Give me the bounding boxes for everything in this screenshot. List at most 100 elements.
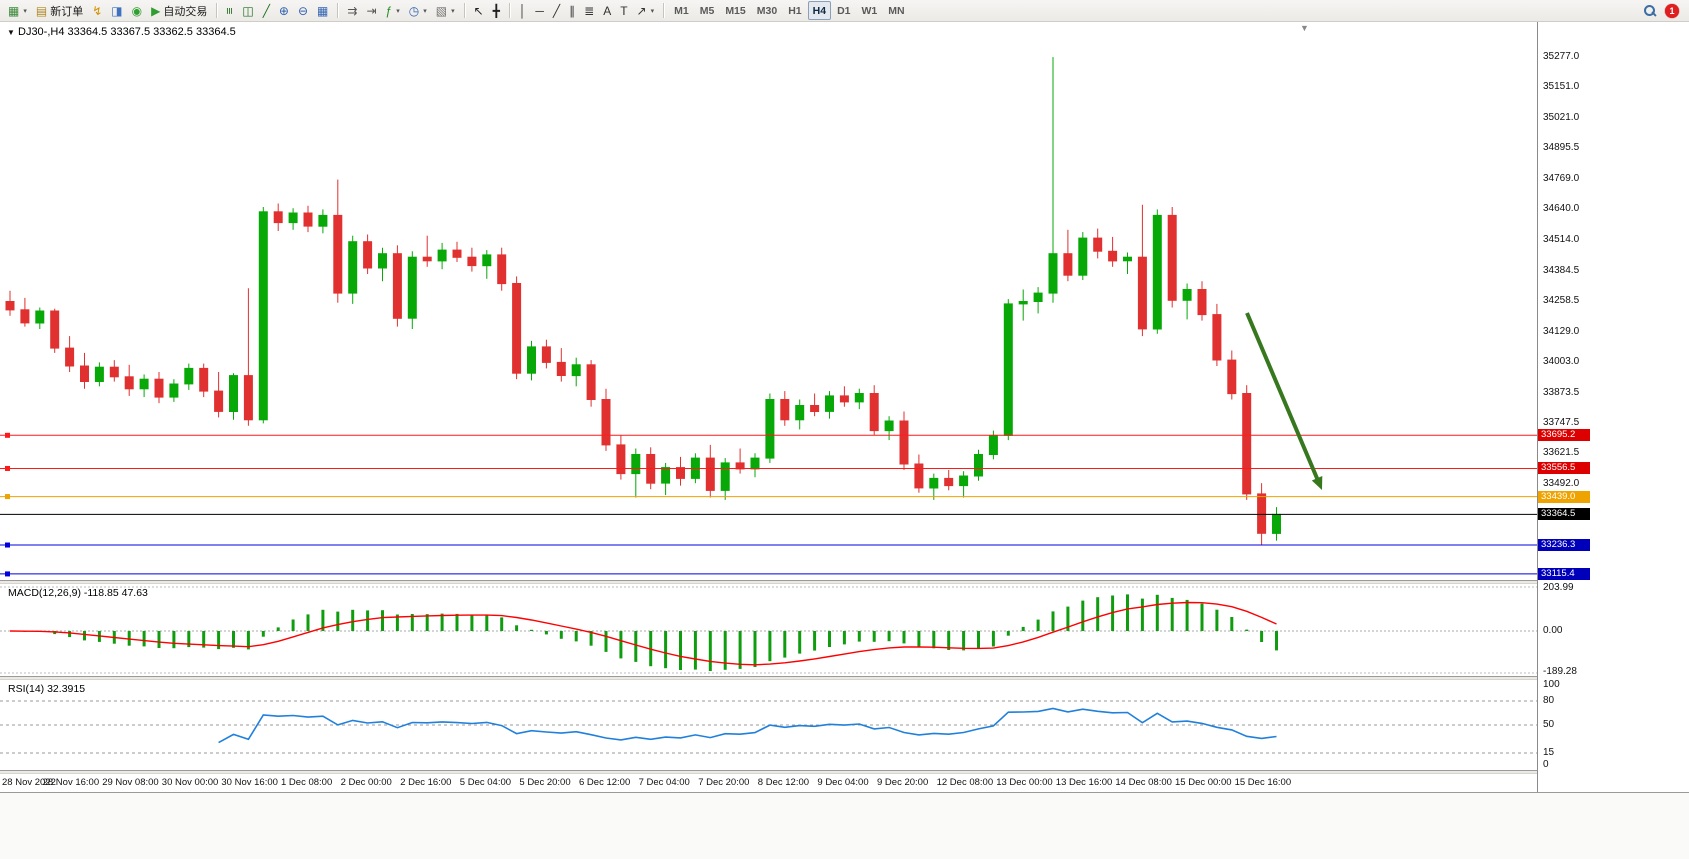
macd-indicator-label: MACD(12,26,9) -118.85 47.63 xyxy=(8,587,148,599)
chart-window[interactable]: ▼ DJ30-,H4 33364.5 33367.5 33362.5 33364… xyxy=(0,22,1689,792)
notification-badge[interactable]: 1 xyxy=(1665,3,1679,18)
price-axis-label: 35021.0 xyxy=(1543,112,1580,123)
autotrading-glyph: ▶ xyxy=(151,3,161,18)
macd-axis-label: 0.00 xyxy=(1543,625,1563,636)
price-axis-label: 34384.5 xyxy=(1543,265,1580,276)
panel-separator[interactable] xyxy=(0,580,1689,584)
candlestick-icon[interactable]: ◫ xyxy=(238,1,257,20)
support-line-blue-1-price-tag: 33236.3 xyxy=(1538,539,1590,551)
crosshair-icon[interactable]: ╋ xyxy=(489,1,504,20)
chart-shift-marker-icon[interactable]: ▼ xyxy=(1300,23,1309,33)
timeframe-m5[interactable]: M5 xyxy=(695,1,720,20)
profiles-icon[interactable]: ◨ xyxy=(107,1,126,20)
toolbar-right: 1 xyxy=(1643,3,1685,18)
rsi-axis-label: 0 xyxy=(1543,759,1549,770)
toolbar-buttons: ▦ ▾ ▤ 新订单 ↯ ◨ ◉ ▶ 自动交易 ≡ ◫ ╱ ⊕ ⊖ ▦ ⇉ ⇥ ƒ ▾ ◷ ▾ ▧ ▾ ↖ ╋ │ ─ ╱ ∥ ≣ A T ↗ ▾ xyxy=(4,1,668,20)
time-axis-label: 2 Dec 16:00 xyxy=(400,777,452,788)
support-line-blue-2-handle[interactable] xyxy=(5,571,10,577)
dropdown-caret-icon: ▾ xyxy=(23,7,27,15)
chart-shift-icon[interactable]: ⇥ xyxy=(362,1,380,20)
resistance-line-2-price-tag: 33556.5 xyxy=(1538,462,1590,474)
zoom-in-icon[interactable]: ⊕ xyxy=(275,1,293,20)
price-axis[interactable]: 33695.2 33556.5 33439.0 33364.5 33236.3 33115… xyxy=(1537,22,1689,792)
time-axis[interactable]: 28 Nov 2022 28 Nov 16:00 29 Nov 08:00 30 No… xyxy=(0,774,1537,792)
vertical-line-icon[interactable]: │ xyxy=(515,1,531,20)
resistance-line-2-handle[interactable] xyxy=(5,465,10,471)
candlestick-series xyxy=(5,57,1281,546)
time-axis-label: 9 Dec 20:00 xyxy=(877,777,929,788)
timeframe-m30[interactable]: M30 xyxy=(752,1,782,20)
autotrading-button[interactable]: ▶ 自动交易 xyxy=(147,1,211,20)
time-axis-label: 5 Dec 20:00 xyxy=(519,777,571,788)
chart-title: DJ30-,H4 33364.5 33367.5 33362.5 33364.5 xyxy=(18,26,236,38)
objects-marker-icon[interactable]: ▼ xyxy=(7,28,15,37)
periods-button[interactable]: ◷ ▾ xyxy=(405,1,431,20)
time-axis-label: 9 Dec 04:00 xyxy=(817,777,869,788)
time-axis-label: 7 Dec 04:00 xyxy=(638,777,690,788)
price-axis-label: 35277.0 xyxy=(1543,51,1580,62)
price-axis-label: 33873.5 xyxy=(1543,387,1580,398)
time-axis-label: 6 Dec 12:00 xyxy=(579,777,631,788)
dropdown-caret-icon: ▾ xyxy=(650,7,655,15)
fibonacci-icon[interactable]: ≣ xyxy=(580,1,598,20)
autotrading-button-label: 自动交易 xyxy=(163,5,208,18)
data-window-icon[interactable]: ◉ xyxy=(128,1,146,20)
chart-shift-glyph: ⇥ xyxy=(366,3,377,18)
cursor-icon[interactable]: ↖ xyxy=(470,1,488,20)
timeframe-h1[interactable]: H1 xyxy=(783,1,806,20)
panel-separator[interactable] xyxy=(0,676,1689,680)
price-axis-label: 34895.5 xyxy=(1543,142,1580,153)
time-axis-label: 8 Dec 12:00 xyxy=(757,777,810,788)
horizontal-line-icon[interactable]: ─ xyxy=(531,1,548,20)
vertical-line-glyph: │ xyxy=(518,3,527,18)
channel-icon[interactable]: ∥ xyxy=(565,1,579,20)
search-icon[interactable] xyxy=(1643,4,1657,18)
support-line-blue-1-handle[interactable] xyxy=(5,542,10,548)
templates-glyph: ▧ xyxy=(435,3,448,18)
support-line-orange-handle[interactable] xyxy=(5,494,10,500)
time-axis-label: 29 Nov 08:00 xyxy=(102,777,159,788)
new-chart-glyph: ▦ xyxy=(8,3,20,18)
price-axis-label: 33492.0 xyxy=(1543,478,1580,489)
text-icon[interactable]: A xyxy=(599,1,615,20)
main-toolbar: ▦ ▾ ▤ 新订单 ↯ ◨ ◉ ▶ 自动交易 ≡ ◫ ╱ ⊕ ⊖ ▦ ⇉ ⇥ ƒ ▾ ◷ ▾ ▧ ▾ ↖ ╋ │ ─ ╱ ∥ ≣ A T ↗ ▾ … xyxy=(0,0,1689,22)
timeframe-d1[interactable]: D1 xyxy=(832,1,855,20)
tile-windows-icon[interactable]: ▦ xyxy=(313,1,332,20)
text-label-icon[interactable]: T xyxy=(616,1,631,20)
auto-scroll-icon[interactable]: ⇉ xyxy=(343,1,361,20)
timeframe-m1[interactable]: M1 xyxy=(669,1,694,20)
indicators-button[interactable]: ƒ ▾ xyxy=(382,1,404,20)
timeframe-toolbar: M1 M5 M15 M30 H1 H4 D1 W1 MN xyxy=(669,1,909,20)
dropdown-caret-icon: ▾ xyxy=(396,7,400,15)
arrows-tool-button[interactable]: ↗ ▾ xyxy=(633,1,659,20)
trend-arrow-annotation[interactable] xyxy=(1245,312,1323,490)
timeframe-mn[interactable]: MN xyxy=(883,1,909,20)
toolbar-separator xyxy=(508,3,510,18)
new-chart-button[interactable]: ▦ ▾ xyxy=(4,1,31,20)
price-axis-label: 35151.0 xyxy=(1543,81,1580,92)
toolbar-separator xyxy=(216,3,218,18)
resistance-line-1-handle[interactable] xyxy=(5,432,10,438)
fibonacci-glyph: ≣ xyxy=(584,3,595,18)
timeframe-w1[interactable]: W1 xyxy=(857,1,883,20)
alerts-icon[interactable]: ↯ xyxy=(88,1,106,20)
zoom-in-glyph: ⊕ xyxy=(278,3,289,18)
time-axis-label: 2 Dec 00:00 xyxy=(340,777,392,788)
line-chart-glyph: ╱ xyxy=(262,3,270,18)
main-chart-canvas[interactable] xyxy=(0,22,1537,580)
macd-canvas[interactable] xyxy=(0,584,1537,676)
new-order-button[interactable]: ▤ 新订单 xyxy=(32,1,87,20)
macd-axis-label: 203.99 xyxy=(1543,582,1574,593)
line-chart-icon[interactable]: ╱ xyxy=(259,1,274,20)
arrows-tool-glyph: ↗ xyxy=(636,3,647,18)
dropdown-caret-icon: ▾ xyxy=(423,7,427,15)
timeframe-h4[interactable]: H4 xyxy=(807,1,832,20)
templates-button[interactable]: ▧ ▾ xyxy=(432,1,459,20)
zoom-out-icon[interactable]: ⊖ xyxy=(294,1,312,20)
chart-header: ▼ DJ30-,H4 33364.5 33367.5 33362.5 33364… xyxy=(7,22,236,38)
macd-axis-label: -189.28 xyxy=(1543,666,1577,677)
timeframe-m15[interactable]: M15 xyxy=(720,1,750,20)
bar-chart-icon[interactable]: ≡ xyxy=(222,1,237,20)
rsi-canvas[interactable] xyxy=(0,680,1537,770)
trendline-icon[interactable]: ╱ xyxy=(549,1,564,20)
